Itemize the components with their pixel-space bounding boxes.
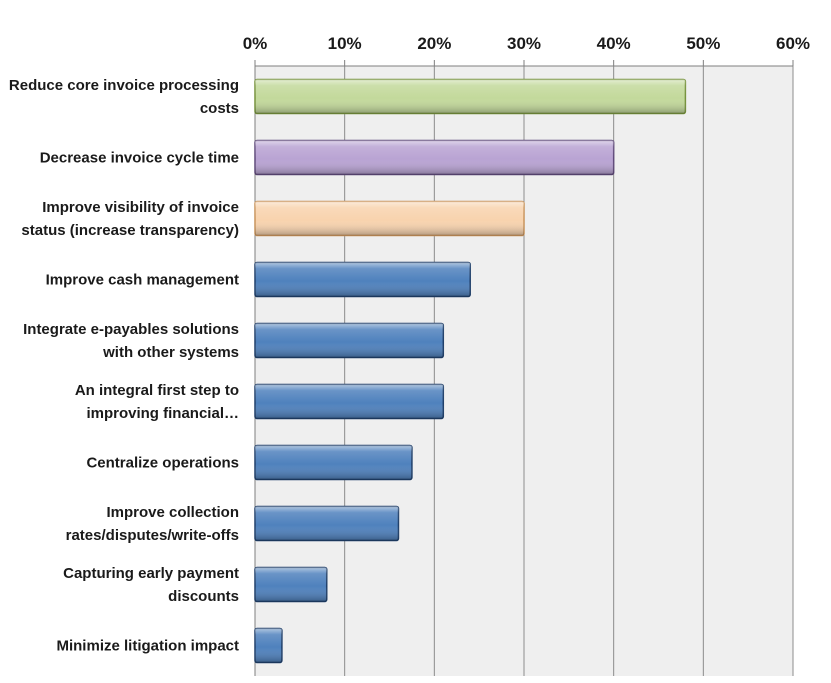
x-tick-label: 10%: [328, 34, 362, 53]
category-label: Integrate e-payables solutions: [23, 321, 239, 338]
category-label: discounts: [168, 588, 239, 605]
bar-shading: [255, 79, 686, 114]
category-label: Improve collection: [106, 504, 239, 521]
x-tick-label: 60%: [776, 34, 810, 53]
bar-shading: [255, 628, 282, 663]
bar-shading: [255, 506, 399, 541]
x-tick-label: 0%: [243, 34, 268, 53]
x-tick-label: 50%: [686, 34, 720, 53]
category-label: Centralize operations: [86, 455, 239, 472]
x-tick-label: 30%: [507, 34, 541, 53]
category-label: rates/disputes/write-offs: [66, 527, 239, 544]
category-label: costs: [200, 100, 239, 117]
category-label: improving financial…: [86, 405, 239, 422]
bar-shading: [255, 384, 444, 419]
category-label: Improve visibility of invoice: [42, 199, 239, 216]
category-label: An integral first step to: [75, 382, 239, 399]
bar-shading: [255, 201, 524, 236]
category-label: Decrease invoice cycle time: [40, 150, 239, 167]
bar-shading: [255, 445, 412, 480]
x-tick-label: 20%: [417, 34, 451, 53]
category-label: Reduce core invoice processing: [9, 77, 239, 94]
bar-shading: [255, 140, 614, 175]
category-label: with other systems: [102, 344, 239, 361]
bar-shading: [255, 262, 471, 297]
bar-shading: [255, 323, 444, 358]
category-label: Minimize litigation impact: [56, 638, 239, 655]
category-label: status (increase transparency): [21, 222, 239, 239]
category-label: Capturing early payment: [63, 565, 239, 582]
x-tick-label: 40%: [597, 34, 631, 53]
category-label: Improve cash management: [46, 272, 239, 289]
bar-shading: [255, 567, 327, 602]
